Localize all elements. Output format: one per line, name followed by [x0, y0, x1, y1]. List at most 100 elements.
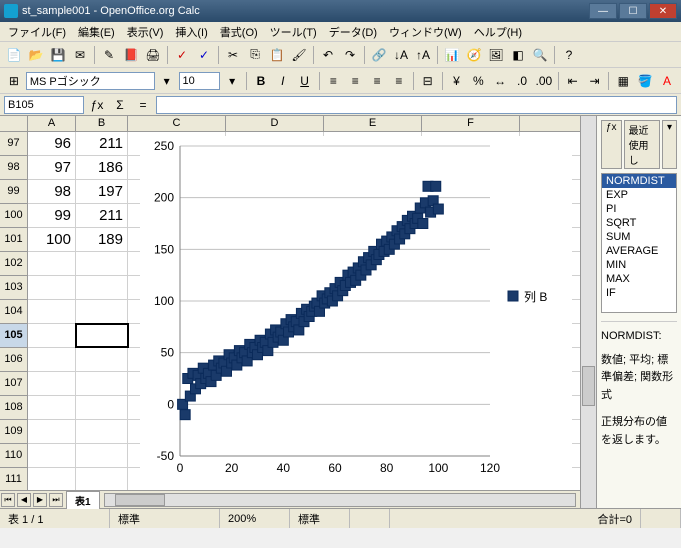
italic-button[interactable]: I: [273, 71, 293, 91]
cell[interactable]: [76, 468, 128, 490]
status-sum[interactable]: 合計=0: [390, 509, 641, 528]
cell[interactable]: [28, 396, 76, 419]
row-header[interactable]: 102: [0, 252, 27, 276]
border-icon[interactable]: ▦: [613, 71, 633, 91]
cell[interactable]: [76, 444, 128, 467]
cell[interactable]: [28, 300, 76, 323]
row-header[interactable]: 97: [0, 132, 27, 156]
cell[interactable]: [28, 348, 76, 371]
align-justify-icon[interactable]: ≡: [389, 71, 409, 91]
row-header[interactable]: 108: [0, 396, 27, 420]
help-icon[interactable]: ?: [559, 45, 579, 65]
font-name-combo[interactable]: MS Pゴシック: [26, 72, 155, 90]
tab-last-icon[interactable]: ⏭: [49, 493, 63, 507]
minimize-button[interactable]: —: [589, 3, 617, 19]
brush-icon[interactable]: 🖌: [289, 45, 309, 65]
row-header[interactable]: 103: [0, 276, 27, 300]
category-dropdown[interactable]: 最近使用し: [624, 120, 660, 169]
print-icon[interactable]: 🖨: [143, 45, 163, 65]
menu-item[interactable]: データ(D): [323, 22, 383, 42]
cell[interactable]: 211: [76, 204, 128, 227]
function-list[interactable]: NORMDISTEXPPISQRTSUMAVERAGEMINMAXIF: [601, 173, 677, 313]
row-header[interactable]: 100: [0, 204, 27, 228]
indent-inc-icon[interactable]: ⇥: [585, 71, 605, 91]
cell[interactable]: [28, 252, 76, 275]
menu-item[interactable]: 書式(O): [214, 22, 264, 42]
menu-item[interactable]: 表示(V): [121, 22, 170, 42]
mail-icon[interactable]: ✉: [70, 45, 90, 65]
copy-icon[interactable]: ⎘: [245, 45, 265, 65]
cell[interactable]: [28, 276, 76, 299]
align-right-icon[interactable]: ≡: [367, 71, 387, 91]
scatter-chart[interactable]: -50050100150200250020406080100120列 B: [140, 136, 572, 490]
nav-icon[interactable]: 🧭: [464, 45, 484, 65]
sum-icon[interactable]: Σ: [110, 95, 130, 115]
function-list-item[interactable]: SUM: [602, 230, 676, 244]
paste-icon[interactable]: 📋: [267, 45, 287, 65]
cell-grid[interactable]: 96211971869819799211100189 -500501001502…: [28, 132, 580, 490]
source-icon[interactable]: ◧: [508, 45, 528, 65]
function-list-item[interactable]: MAX: [602, 272, 676, 286]
autospell-icon[interactable]: ✓: [194, 45, 214, 65]
cell[interactable]: [76, 276, 128, 299]
function-list-item[interactable]: MIN: [602, 258, 676, 272]
size-dropdown-icon[interactable]: ▾: [222, 71, 242, 91]
bold-button[interactable]: B: [251, 71, 271, 91]
cell[interactable]: [28, 468, 76, 490]
fx-insert-icon[interactable]: ƒx: [601, 120, 622, 169]
row-header[interactable]: 111: [0, 468, 27, 490]
cell[interactable]: [76, 348, 128, 371]
undo-icon[interactable]: ↶: [318, 45, 338, 65]
category-dropdown-icon[interactable]: ▾: [662, 120, 677, 169]
row-header[interactable]: 104: [0, 300, 27, 324]
column-header[interactable]: E: [324, 116, 422, 131]
row-header[interactable]: 109: [0, 420, 27, 444]
save-icon[interactable]: 💾: [48, 45, 68, 65]
cell[interactable]: 197: [76, 180, 128, 203]
row-header[interactable]: 107: [0, 372, 27, 396]
currency-icon[interactable]: ¥: [447, 71, 467, 91]
function-list-item[interactable]: NORMDIST: [602, 174, 676, 188]
decinc-icon[interactable]: .0: [512, 71, 532, 91]
cell-reference-box[interactable]: B105: [4, 96, 84, 114]
redo-icon[interactable]: ↷: [340, 45, 360, 65]
align-center-icon[interactable]: ≡: [345, 71, 365, 91]
sort-desc-icon[interactable]: ↑A: [413, 45, 433, 65]
cell[interactable]: [28, 324, 76, 347]
cell[interactable]: [76, 396, 128, 419]
align-left-icon[interactable]: ≡: [324, 71, 344, 91]
standard-icon[interactable]: ↔: [490, 71, 510, 91]
function-wizard-icon[interactable]: ƒx: [87, 95, 107, 115]
function-list-item[interactable]: PI: [602, 202, 676, 216]
bgcolor-icon[interactable]: 🪣: [635, 71, 655, 91]
column-header[interactable]: B: [76, 116, 128, 131]
font-size-combo[interactable]: 10: [179, 72, 221, 90]
font-dropdown-icon[interactable]: ▾: [157, 71, 177, 91]
spell-icon[interactable]: ✓: [172, 45, 192, 65]
tab-prev-icon[interactable]: ◀: [17, 493, 31, 507]
column-header[interactable]: C: [128, 116, 226, 131]
cell[interactable]: 189: [76, 228, 128, 251]
select-all-corner[interactable]: [0, 116, 28, 131]
formula-input[interactable]: [156, 96, 677, 114]
cell[interactable]: 99: [28, 204, 76, 227]
row-header[interactable]: 110: [0, 444, 27, 468]
row-header[interactable]: 101: [0, 228, 27, 252]
cell[interactable]: 97: [28, 156, 76, 179]
function-list-item[interactable]: SQRT: [602, 216, 676, 230]
row-header[interactable]: 98: [0, 156, 27, 180]
open-icon[interactable]: 📂: [26, 45, 46, 65]
new-icon[interactable]: 📄: [4, 45, 24, 65]
status-insert[interactable]: 標準: [290, 509, 350, 528]
row-header[interactable]: 99: [0, 180, 27, 204]
fontcolor-icon[interactable]: A: [657, 71, 677, 91]
row-header[interactable]: 105: [0, 324, 27, 348]
function-list-item[interactable]: IF: [602, 286, 676, 300]
styles-icon[interactable]: ⊞: [4, 71, 24, 91]
tab-next-icon[interactable]: ▶: [33, 493, 47, 507]
gallery-icon[interactable]: 🖼: [486, 45, 506, 65]
cell[interactable]: [76, 324, 128, 347]
indent-dec-icon[interactable]: ⇤: [563, 71, 583, 91]
menu-item[interactable]: 編集(E): [72, 22, 121, 42]
decdec-icon[interactable]: .00: [534, 71, 554, 91]
